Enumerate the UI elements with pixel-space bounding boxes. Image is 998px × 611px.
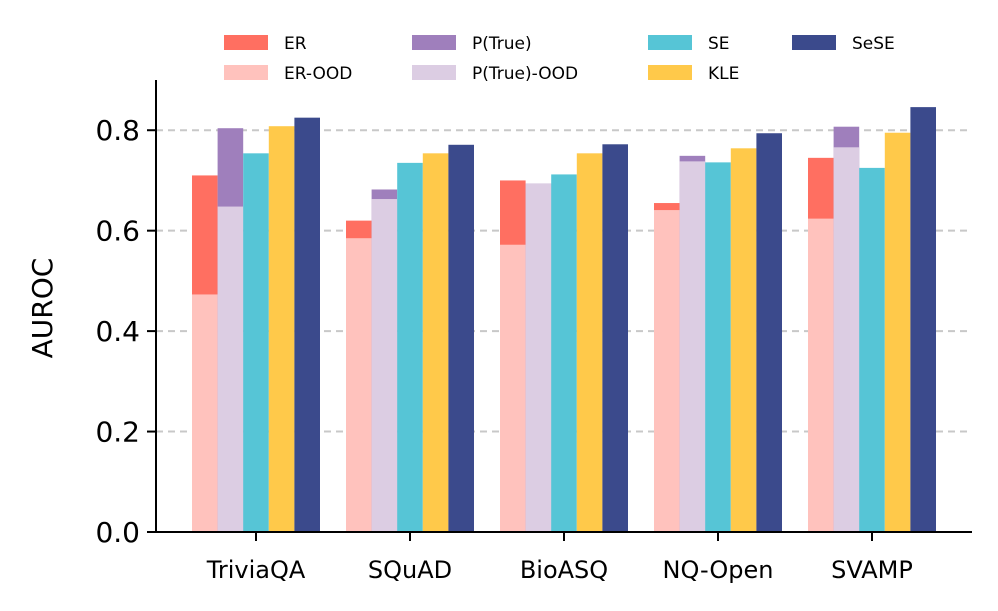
y-tick-label: 0.0 (95, 516, 140, 549)
legend-label: ER-OOD (284, 64, 352, 84)
legend-swatch (224, 65, 268, 80)
y-tick-label: 0.2 (95, 416, 140, 449)
legend-label: SE (708, 34, 730, 54)
bar-sese (448, 144, 474, 532)
bar-p-true-ood (217, 206, 244, 532)
bar-kle (576, 153, 603, 532)
legend-swatch (412, 35, 456, 50)
bar-er-ood (654, 210, 680, 532)
bar-p-true-ood (525, 183, 552, 533)
bar-kle (422, 153, 449, 532)
bar-er-ood (192, 294, 218, 532)
legend-label: KLE (708, 64, 739, 84)
bar-p-true-ood (679, 161, 706, 533)
legend-swatch (792, 35, 836, 50)
bar-kle (730, 148, 757, 532)
legend-swatch (412, 65, 456, 80)
x-tick-label: SVAMP (831, 556, 913, 584)
bar-sese (602, 144, 628, 533)
y-tick-label: 0.4 (95, 315, 140, 348)
bar-sese (756, 133, 782, 533)
bar-p-true-ood (371, 199, 398, 532)
y-tick-label: 0.8 (95, 114, 140, 147)
legend-swatch (648, 65, 692, 80)
legend-label: P(True)-OOD (472, 64, 578, 84)
y-tick-label: 0.6 (95, 215, 140, 248)
bar-se (551, 174, 577, 532)
legend-label: ER (284, 34, 307, 54)
legend-label: SeSE (852, 34, 895, 54)
bar-kle (884, 132, 911, 532)
bar-sese (910, 107, 936, 533)
bar-se (705, 162, 731, 532)
bar-er-ood (500, 244, 526, 532)
bar-er-ood (808, 218, 834, 532)
bars (192, 107, 936, 533)
axes: 0.0 0.2 0.4 0.6 0.8 TriviaQA SQuAD BioASQ NQ-Ope… (95, 80, 972, 584)
x-tick-label: BioASQ (520, 556, 608, 584)
bar-se (243, 153, 269, 532)
bar-kle (268, 126, 295, 533)
legend-label: P(True) (472, 34, 532, 54)
bar-se (859, 167, 885, 532)
legend: ER ER-OOD P(True) P(True)-OOD SE KLE SeSE (224, 34, 895, 84)
bar-se (397, 162, 423, 532)
legend-swatch (224, 35, 268, 50)
y-axis-title: AUROC (26, 258, 59, 359)
bar-sese (294, 117, 320, 533)
x-tick-label: SQuAD (368, 556, 452, 584)
legend-swatch (648, 35, 692, 50)
bar-er-ood (346, 238, 372, 532)
bar-p-true-ood (833, 147, 860, 532)
x-tick-label: TriviaQA (206, 556, 306, 584)
x-tick-label: NQ-Open (663, 556, 774, 584)
